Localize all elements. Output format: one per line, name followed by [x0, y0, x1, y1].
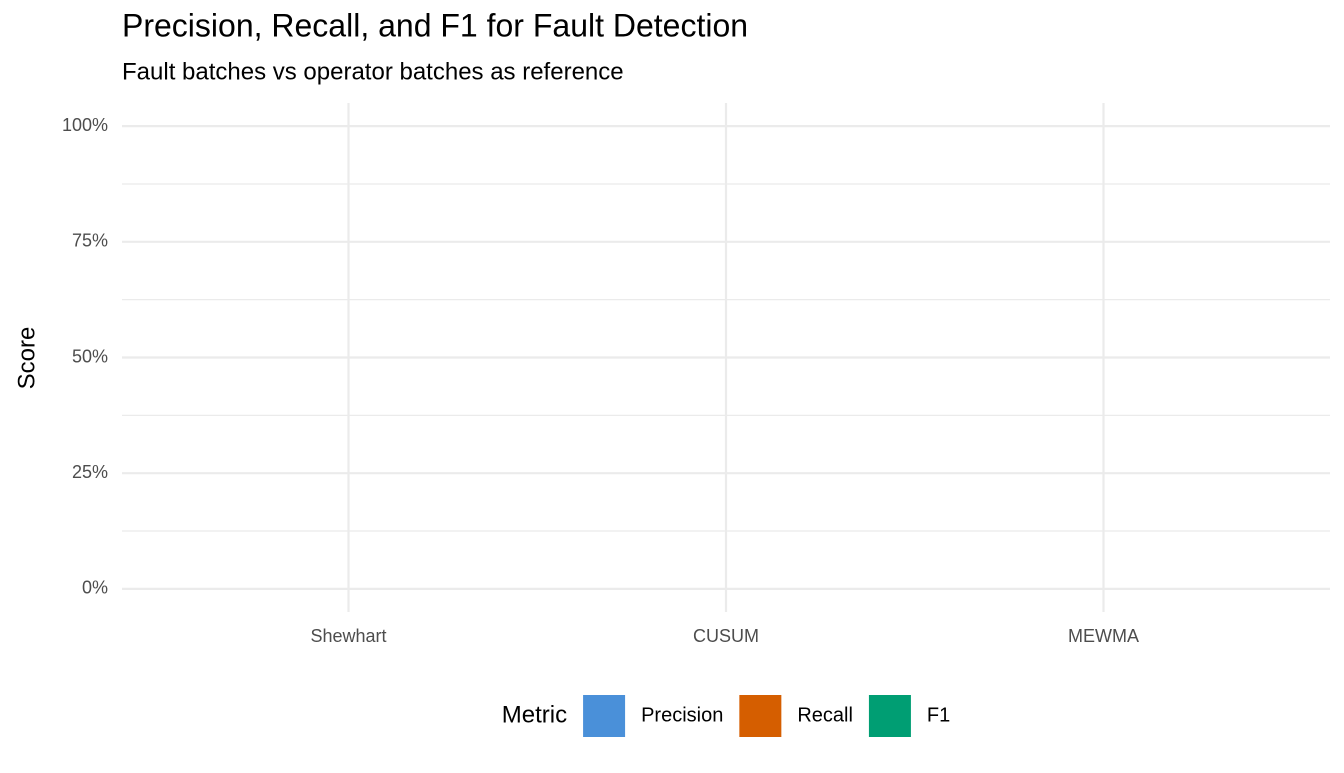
y-tick-label: 0% — [82, 578, 108, 598]
y-tick-label: 25% — [72, 462, 108, 482]
legend-title: Metric — [502, 701, 567, 728]
y-tick-label: 75% — [72, 231, 108, 251]
chart-subtitle: Fault batches vs operator batches as ref… — [122, 58, 624, 85]
x-tick-label: Shewhart — [310, 626, 386, 646]
y-tick-label: 50% — [72, 346, 108, 366]
legend-label: F1 — [927, 704, 950, 726]
legend-label: Precision — [641, 704, 723, 726]
x-tick-label: MEWMA — [1068, 626, 1139, 646]
chart-title: Precision, Recall, and F1 for Fault Dete… — [122, 7, 748, 43]
y-axis-label: Score — [13, 327, 40, 390]
legend-key — [583, 695, 626, 737]
legend-label: Recall — [797, 704, 853, 726]
legend-key — [868, 695, 911, 737]
y-tick-label: 100% — [62, 115, 108, 135]
legend-key — [739, 695, 782, 737]
x-tick-label: CUSUM — [693, 626, 759, 646]
